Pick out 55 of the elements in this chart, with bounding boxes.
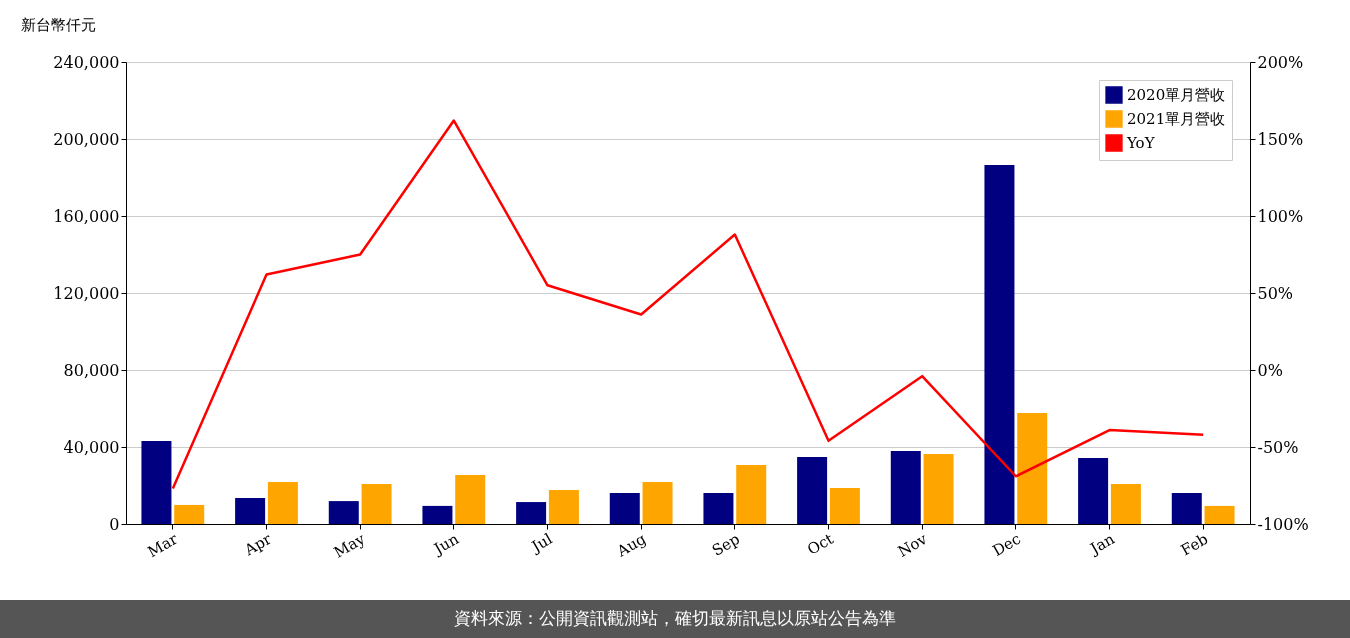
y2-tick-label: 150% — [1257, 129, 1304, 149]
bar — [797, 457, 828, 524]
bar — [516, 502, 547, 524]
y2-tick-label: 100% — [1257, 206, 1304, 226]
y2-tick-label: 50% — [1257, 283, 1294, 303]
y-tick-label: 40,000 — [63, 437, 120, 457]
x-tick-label: Feb — [1177, 529, 1212, 560]
y2-tick-label: -100% — [1257, 514, 1309, 534]
x-tick-label: Jan — [1085, 529, 1118, 559]
y-axis-title: 新台幣仟元 — [20, 15, 96, 34]
x-tick-label: Jul — [527, 529, 556, 557]
bar — [1110, 483, 1141, 524]
y-tick-label: 80,000 — [63, 360, 120, 380]
bar — [984, 164, 1015, 524]
bar — [328, 501, 359, 524]
bar — [548, 489, 579, 524]
y-tick-label: 0 — [109, 514, 120, 534]
x-tick-label: Sep — [708, 529, 743, 560]
source-note: 資料來源：公開資訊觀測站，確切最新訊息以原站公告為準 — [454, 608, 896, 628]
x-tick-label: Aug — [613, 529, 650, 561]
legend-label: YoY — [1126, 134, 1156, 152]
y-tick-label: 120,000 — [53, 283, 120, 303]
bar — [1171, 493, 1202, 524]
bar — [890, 451, 921, 524]
x-tick-label: May — [330, 529, 369, 562]
bar — [923, 453, 954, 524]
y-tick-label: 200,000 — [53, 129, 120, 149]
bar — [141, 441, 172, 524]
x-tick-label: Nov — [894, 529, 931, 561]
x-tick-label: Dec — [989, 529, 1024, 561]
y2-tick-label: -50% — [1257, 437, 1299, 457]
x-tick-label: Apr — [240, 529, 276, 560]
x-tick-label: Oct — [804, 529, 837, 559]
bar — [1204, 505, 1235, 524]
y2-tick-label: 0% — [1257, 360, 1283, 380]
bar — [267, 482, 298, 524]
bar — [235, 498, 266, 524]
bar — [1078, 457, 1109, 524]
bar — [703, 493, 734, 524]
y-tick-label: 160,000 — [53, 206, 120, 226]
x-tick-label: Mar — [144, 529, 182, 562]
y-tick-label: 240,000 — [53, 52, 120, 72]
bar — [736, 465, 767, 524]
bar — [829, 488, 860, 524]
bar — [1017, 412, 1048, 524]
bar — [422, 505, 453, 524]
bar — [361, 483, 392, 524]
y2-tick-label: 200% — [1257, 52, 1304, 72]
bar — [642, 482, 673, 524]
x-tick-label: Jun — [429, 529, 463, 560]
bar — [609, 493, 640, 524]
legend-label: 2021單月營收 — [1127, 110, 1226, 128]
bar — [174, 504, 205, 524]
bar — [455, 474, 486, 524]
legend-label: 2020單月營收 — [1127, 86, 1226, 104]
